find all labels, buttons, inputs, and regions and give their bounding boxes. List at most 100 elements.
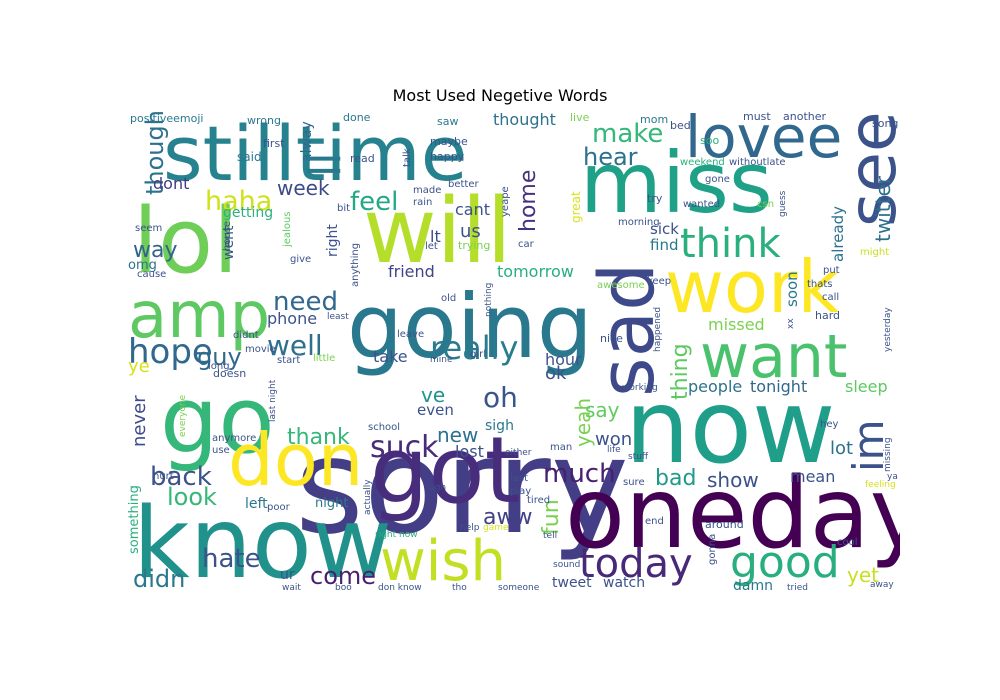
word-away: away xyxy=(870,580,894,590)
word-thought: thought xyxy=(493,110,556,129)
word-really: really xyxy=(430,329,518,367)
word-try: try xyxy=(647,192,663,205)
word-sorry: sorry xyxy=(295,410,629,564)
word-ll: ll xyxy=(300,153,351,177)
word-ur: ur xyxy=(280,567,295,583)
word-didnt: didnt xyxy=(233,330,259,341)
word-live: live xyxy=(570,111,590,124)
word-soon: soon xyxy=(783,271,801,307)
word-see: see xyxy=(834,111,900,227)
word-yet: yet xyxy=(847,563,879,587)
word-read: read xyxy=(350,152,375,165)
word-good: good xyxy=(730,537,840,588)
word-guy: guy xyxy=(197,343,242,371)
word-didn: didn xyxy=(133,565,185,593)
word-least: least xyxy=(327,312,349,322)
word-phone: phone xyxy=(267,309,317,328)
word-jealous: jealous xyxy=(282,211,293,248)
word-school: school xyxy=(368,422,400,433)
word-back: back xyxy=(150,462,212,492)
word-make: make xyxy=(592,119,663,149)
word-hard: hard xyxy=(815,309,840,322)
word-done: done xyxy=(343,111,371,124)
word-seem: seem xyxy=(135,223,162,234)
word-work: work xyxy=(665,245,840,329)
word-last-night: last night xyxy=(268,379,278,422)
word-csn: csn xyxy=(757,199,774,210)
word-call: call xyxy=(822,292,839,303)
word-sound: sound xyxy=(553,560,580,570)
word-everyone: everyone xyxy=(178,394,188,437)
word-wait: wait xyxy=(282,583,301,593)
word-either: either xyxy=(505,448,532,458)
word-tell: tell xyxy=(543,531,557,541)
word-lol: lol xyxy=(133,189,238,294)
word-girl: girl xyxy=(470,349,486,360)
word-missing: missing xyxy=(883,437,893,472)
word-lt: lt xyxy=(430,227,441,246)
word-old: old xyxy=(441,293,456,304)
word-nothing: nothing xyxy=(484,283,494,317)
word-tired: tired xyxy=(527,495,550,506)
word-wish: wish xyxy=(380,529,506,594)
word-take: take xyxy=(373,347,408,366)
word-im: im xyxy=(844,419,893,472)
word-look: look xyxy=(167,483,217,511)
word-sick: sick xyxy=(650,220,679,238)
word-positiveemoji: positiveemoji xyxy=(130,112,203,125)
word-stilltime: stilltime xyxy=(163,109,467,198)
word-tweet: tweet xyxy=(552,575,592,591)
word-ya: ya xyxy=(887,472,898,482)
word-cant: cant xyxy=(455,200,490,219)
word-well: well xyxy=(267,329,323,362)
word-great: great xyxy=(569,191,583,223)
word-suck: suck xyxy=(370,430,439,465)
word-little: little xyxy=(313,353,335,364)
word-last: last xyxy=(510,473,528,484)
word-start: start xyxy=(277,355,300,366)
word-hate: hate xyxy=(202,544,261,574)
word-mean: mean xyxy=(790,467,835,486)
word-happened: happened xyxy=(653,307,663,352)
word-hope: hope xyxy=(128,332,213,372)
word-xx: xx xyxy=(786,318,796,329)
word-rain: rain xyxy=(413,197,432,208)
word-never: never xyxy=(129,395,150,447)
word-know: know xyxy=(133,487,392,594)
word-game: game xyxy=(483,523,509,533)
word-sleep: sleep xyxy=(845,377,888,396)
word-let: let xyxy=(425,241,438,252)
word-long: long xyxy=(208,361,230,372)
word-way: way xyxy=(133,238,178,263)
word-ok: ok xyxy=(545,363,567,384)
word-today: today xyxy=(579,541,693,587)
word-go: go xyxy=(160,367,275,474)
word-doesn: doesn xyxy=(213,367,246,380)
word-hear: hear xyxy=(583,143,638,171)
word-yeape: yeape xyxy=(500,186,511,217)
word-yeah: yeah xyxy=(571,398,595,447)
word-gone: gone xyxy=(705,174,730,185)
word-wanted: wanted xyxy=(683,199,720,210)
word-going: going xyxy=(347,275,593,378)
word-oh: oh xyxy=(483,381,518,414)
word-find: find xyxy=(650,236,678,254)
word-aww: aww xyxy=(483,505,532,530)
word-movie: movie xyxy=(245,344,276,355)
word-tho: tho xyxy=(452,583,467,593)
word-play: play xyxy=(510,486,531,497)
word-even: even xyxy=(417,401,454,419)
word-bit: bit xyxy=(337,203,350,214)
word-song: song xyxy=(872,117,898,130)
word-withoutlate: withoutlate xyxy=(729,157,786,168)
word-someone: someone xyxy=(498,583,540,593)
word-thing: thing xyxy=(668,343,693,400)
word-right-now: right now xyxy=(375,530,418,540)
word-tonight: tonight xyxy=(750,377,807,396)
word-life: life xyxy=(607,445,621,455)
word-first: first xyxy=(263,137,285,150)
word-lot: lot xyxy=(830,438,853,459)
word-alway: alway xyxy=(299,121,315,162)
word-might: might xyxy=(860,247,889,258)
word-now: now xyxy=(625,368,835,487)
